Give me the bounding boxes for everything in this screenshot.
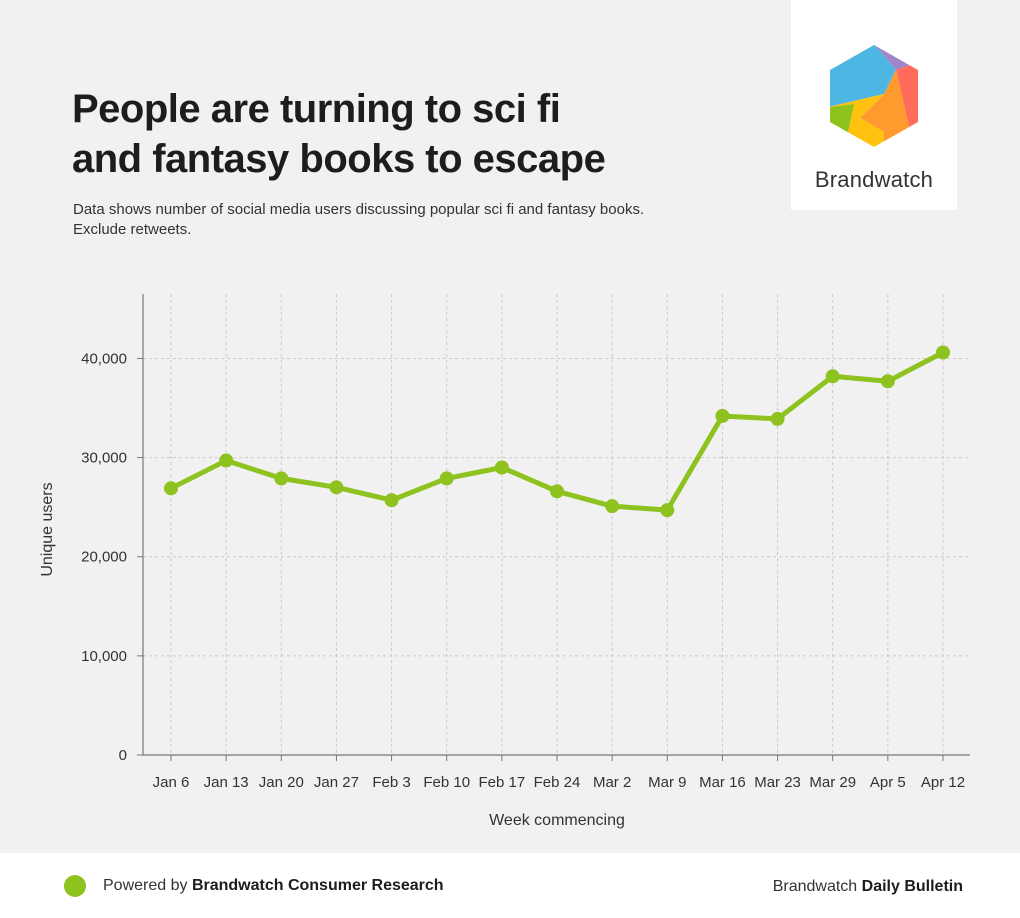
footer-daily-bulletin: Brandwatch Daily Bulletin: [773, 878, 963, 896]
data-point: [329, 480, 344, 495]
x-axis-label: Week commencing: [489, 812, 625, 829]
y-tick-label: 20,000: [81, 549, 127, 566]
data-point: [384, 493, 399, 508]
footer-bulletin-name: Daily Bulletin: [861, 878, 963, 895]
data-point: [605, 499, 620, 514]
x-tick-label: Feb 10: [423, 774, 470, 791]
data-point: [439, 471, 454, 486]
footer-powered-by-prefix: Powered by: [103, 877, 192, 894]
x-tick-label: Mar 23: [754, 774, 801, 791]
brandwatch-logo-text: Brandwatch: [814, 167, 934, 192]
x-tick-label: Mar 29: [809, 774, 856, 791]
subtitle-line-1: Data shows number of social media users …: [73, 201, 645, 218]
title-line-2: and fantasy books to escape: [72, 137, 606, 181]
x-tick-label: Jan 20: [259, 774, 304, 791]
x-tick-label: Feb 24: [534, 774, 581, 791]
data-point: [274, 471, 289, 486]
y-tick-label: 40,000: [81, 350, 127, 367]
x-tick-label: Jan 13: [204, 774, 249, 791]
y-tick-label: 10,000: [81, 648, 127, 665]
footer-powered-by: Powered by Brandwatch Consumer Research: [103, 877, 444, 895]
data-point: [770, 411, 785, 426]
data-point: [494, 460, 509, 475]
data-point: [936, 345, 950, 360]
footer: Powered by Brandwatch Consumer Research …: [0, 853, 1020, 918]
x-tick-label: Feb 17: [479, 774, 526, 791]
data-point: [164, 481, 178, 496]
x-tick-label: Mar 2: [593, 774, 631, 791]
chart-title: People are turning to sci fi and fantasy…: [72, 84, 712, 184]
brandwatch-logo-card: Brandwatch: [791, 0, 957, 210]
data-point: [660, 503, 675, 518]
data-point: [550, 484, 564, 499]
x-tick-label: Apr 12: [921, 774, 965, 791]
footer-powered-by-brand: Brandwatch Consumer Research: [191, 877, 444, 894]
y-tick-label: 30,000: [81, 450, 127, 467]
brandwatch-hexagon-logo-icon: [830, 45, 918, 147]
logo-segment-green: [830, 104, 854, 142]
y-axis-label: Unique users: [39, 482, 56, 576]
data-point: [825, 369, 840, 384]
footer-green-dot-icon: [64, 875, 86, 897]
subtitle-line-2: Exclude retweets.: [73, 221, 192, 238]
x-tick-label: Mar 16: [699, 774, 746, 791]
chart-subtitle: Data shows number of social media users …: [73, 200, 773, 240]
data-point: [715, 408, 730, 423]
line-chart: 0 10,000 20,000 30,000 40,000 Jan 6 Jan 13 Jan …: [39, 294, 970, 829]
x-tick-label: Mar 9: [648, 774, 686, 791]
y-tick-label: 0: [119, 747, 127, 764]
footer-bulletin-prefix: Brandwatch: [772, 878, 862, 895]
data-point: [880, 374, 895, 389]
x-tick-label: Feb 3: [372, 774, 410, 791]
data-point: [219, 453, 234, 468]
title-line-1: People are turning to sci fi: [72, 87, 561, 131]
x-tick-label: Apr 5: [870, 774, 906, 791]
x-tick-label: Jan 27: [314, 774, 359, 791]
x-tick-label: Jan 6: [153, 774, 190, 791]
